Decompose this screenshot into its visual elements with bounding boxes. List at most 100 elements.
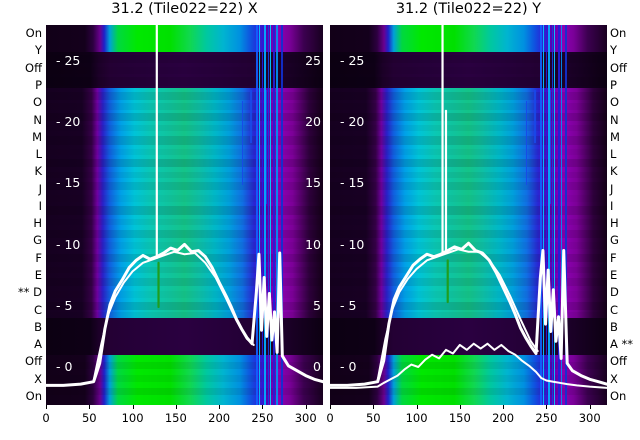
heatmap-row-variation [46, 148, 323, 156]
category-label-right-m: M [610, 129, 620, 144]
x-tick-mark [46, 405, 47, 409]
category-label-right-x: X [610, 372, 618, 386]
heatmap-short-streak [534, 89, 536, 143]
y-tick-label: - 15 [56, 175, 81, 191]
heatmap-row-variation [330, 158, 607, 168]
category-label-right-c: C [610, 303, 618, 317]
x-tick-label: 0 [326, 411, 334, 425]
category-label-right-f: F [610, 251, 617, 265]
heatmap-row-variation [330, 374, 607, 383]
category-label-left-a: A [34, 338, 42, 351]
x-tick-label: 0 [42, 411, 50, 425]
y-tick-label: - 5 [56, 297, 73, 313]
trace-overlay-profile-2 [376, 248, 539, 382]
heatmap-vertical-streak [545, 25, 547, 405]
heatmap-vertical-streak [270, 25, 272, 405]
category-label-text: D [610, 285, 619, 300]
heatmap-row-band-top-green-band [330, 25, 607, 53]
category-label-text: On [25, 26, 42, 41]
x-tick-mark [373, 405, 375, 409]
x-tick-label: 250 [535, 411, 558, 425]
category-label-text: M [610, 129, 620, 144]
category-label-text: Y [34, 43, 42, 58]
heatmap-row-variation [46, 171, 323, 178]
category-label-text: I [38, 198, 42, 213]
trace-lower-oscillating-profile [330, 342, 607, 389]
asterisk-marker-icon: ** [17, 285, 34, 300]
y-tick-label: - 0 [56, 359, 73, 375]
left-category-axis: On Y Off P O N M L K J I H G F E ** D C B A Off X On [0, 25, 44, 405]
category-label-text: Off [610, 354, 627, 369]
category-label-left-l: L [36, 148, 42, 161]
category-label-text: J [610, 181, 614, 196]
category-label-text: O [610, 95, 620, 110]
trace-main-profile [330, 241, 607, 387]
heatmap-row-variation [46, 301, 323, 310]
trace-overlay [330, 25, 607, 389]
category-label-left-j: J [39, 182, 42, 196]
heatmap-row-variation [46, 182, 323, 190]
heatmap-row-variation [46, 205, 323, 215]
trace-main-profile [46, 242, 323, 387]
y-tick-label: - 25 [56, 52, 81, 68]
category-label-text: C [33, 302, 42, 317]
category-label-right-y: Y [610, 44, 617, 57]
category-label-text: On [610, 388, 627, 403]
heatmap-vertical-streak [281, 25, 283, 405]
category-label-right-a: A ** [610, 338, 633, 351]
category-label-left-off: Off [25, 61, 42, 75]
category-label-text: H [610, 216, 619, 231]
heatmap-row-variation [46, 387, 323, 395]
heatmap-row-variation [46, 253, 323, 263]
panel-title-x: 31.2 (Tile022=22) X [111, 1, 258, 17]
heatmap-vertical-streak [540, 25, 543, 405]
category-label-text: X [34, 371, 42, 386]
right-category-axis: On Y Off P O N M L K J I H G F E D C B A ** Off X On [608, 25, 640, 405]
heatmap-row-variation [46, 91, 323, 100]
heatmap-row-variation [46, 124, 323, 131]
heatmap-panel-y[interactable]: - 0 - 5 - 10 - 15 - 20 - 25 [330, 25, 607, 405]
heatmap-short-streak [241, 101, 244, 185]
category-label-left-m: M [32, 130, 42, 144]
x-tick-mark [262, 405, 264, 409]
heatmap-panel-x[interactable]: - 0 - 5 - 10 - 15 - 20 - 25 0 5 10 15 20 25 [46, 25, 323, 405]
category-label-left-e: E [34, 267, 42, 282]
heatmap-vertical-streak [276, 25, 278, 405]
heatmap-vertical-streak [261, 25, 263, 405]
x-tick-label: 200 [492, 411, 515, 425]
heatmap-row-variation [330, 182, 607, 190]
category-label-text: F [35, 250, 42, 265]
y-tick-label: - 10 [56, 236, 81, 252]
heatmap-vertical-streak [565, 25, 567, 405]
y-tick-label-mirror: 10 [305, 236, 321, 252]
category-label-right-i: I [610, 199, 613, 213]
category-label-left-i: I [38, 198, 42, 213]
category-label-right-off: Off [610, 60, 627, 75]
x-axis-panel-x: 0 50 100 150 200 250 300 [42, 405, 323, 437]
heatmap-short-streak [549, 89, 552, 204]
heatmap-row-variation [46, 77, 323, 86]
category-label-left-b: B [34, 320, 42, 334]
category-label-right-j: J [610, 181, 614, 196]
heatmap-row-variation [46, 113, 323, 121]
heatmap-row-variation [330, 55, 607, 63]
y-tick-label: - 20 [56, 114, 81, 130]
heatmap-row-variation [330, 253, 607, 263]
category-label-text: L [35, 147, 42, 162]
x-tick-label: 150 [164, 411, 187, 425]
heatmap-row-variation [330, 387, 607, 395]
category-label-left-k: K [34, 165, 42, 178]
category-label-text: K [34, 164, 42, 179]
heatmap-vertical-streak [554, 25, 556, 405]
x-tick-mark [416, 405, 418, 409]
x-axis-panel-y: 0 50 100 150 200 250 300 [326, 405, 607, 437]
category-label-text: B [610, 319, 618, 334]
x-tick-label: 50 [365, 411, 381, 425]
category-label-left-d: ** D [18, 286, 42, 299]
category-label-text: E [34, 267, 42, 282]
category-label-text: Off [610, 60, 627, 75]
heatmap-row-variation [46, 312, 323, 318]
heatmap-vertical-streak [267, 25, 269, 405]
heatmap-vertical-streak [272, 25, 275, 405]
category-label-text: H [33, 216, 42, 231]
